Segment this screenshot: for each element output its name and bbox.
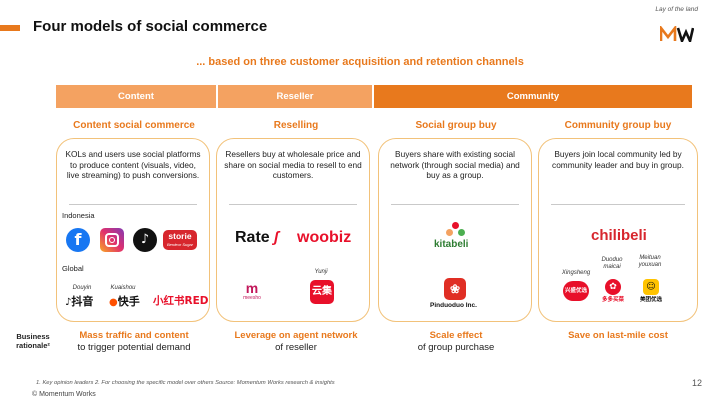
rationale-content: Mass traffic and content to trigger pote… <box>77 330 191 353</box>
kuaishou-logo: ●快手 <box>109 295 140 308</box>
rate-logo: Rate ʃ <box>235 229 279 246</box>
pinduoduo-icon: ❀ <box>444 278 466 300</box>
pinduoduo-logo: Pinduoduo Inc. <box>430 302 477 309</box>
region-label-indonesia: Indonesia <box>62 211 95 220</box>
model-card-social-group-buy: Buyers share with existing social networ… <box>378 138 532 322</box>
model-card-reselling: Resellers buy at wholesale price and sha… <box>216 138 370 322</box>
copyright: © Momentum Works <box>32 391 96 398</box>
card-divider <box>391 204 519 205</box>
business-rationale-label: Business rationale² <box>16 332 50 350</box>
xingsheng-caption: Xingsheng <box>561 270 591 276</box>
rationale-reselling: Leverage on agent network of reseller <box>234 330 358 353</box>
duoduo-maicai-caption: Duoduo maicai <box>601 257 623 270</box>
douyin-caption: Douyin <box>72 285 92 291</box>
model-description: Buyers join local community led by commu… <box>552 149 684 170</box>
kitabeli-icon <box>446 222 466 238</box>
model-title-content: Content social commerce <box>73 120 195 131</box>
douyin-logo: ♪抖音 <box>65 295 94 308</box>
model-description: Resellers buy at wholesale price and sha… <box>224 149 362 181</box>
facebook-icon: f <box>66 228 90 252</box>
kuaishou-caption: Kuaishou <box>110 285 136 291</box>
rate-wordmark: Rate <box>235 229 270 246</box>
storie-logo: storie Berdeur Sugar <box>163 230 197 250</box>
card-divider <box>551 204 685 205</box>
instagram-icon <box>100 228 124 252</box>
douyin-wordmark: 抖音 <box>71 295 94 308</box>
woobiz-logo: woobiz <box>297 229 352 246</box>
duoduo-maicai-wordmark: 多多买菜 <box>601 297 624 303</box>
page-number: 12 <box>691 378 702 388</box>
footnotes: 1. Key opinion leaders 2. For choosing t… <box>36 380 335 386</box>
model-description: Buyers share with existing social networ… <box>390 149 520 181</box>
model-title-social-group-buy: Social group buy <box>415 120 497 131</box>
xiaohongshu-logo: 小红书RED <box>153 295 209 307</box>
meituan-youxuan-caption: Meituan youxuan <box>638 255 662 268</box>
kuaishou-wordmark: 快手 <box>117 295 140 308</box>
channel-header-content: Content <box>56 85 216 108</box>
yunji-caption: Yunji <box>314 269 328 275</box>
xingsheng-logo: 兴盛优选 <box>563 281 589 301</box>
model-description: KOLs and users use social platforms to p… <box>65 149 201 181</box>
storie-tagline: Berdeur Sugar <box>166 242 193 247</box>
slide-subtitle: ... based on three customer acquisition … <box>196 56 524 68</box>
chilibeli-logo: chilibeli <box>591 227 647 244</box>
duoduo-maicai-logo: ✿ 多多买菜 <box>599 279 627 305</box>
card-divider <box>229 204 357 205</box>
channel-header-community: Community <box>374 85 692 108</box>
kitabeli-logo: kitabeli <box>434 239 469 250</box>
card-divider <box>69 204 197 205</box>
rationale-social-group-buy: Scale effect of group purchase <box>417 330 495 353</box>
storie-wordmark: storie <box>168 231 192 241</box>
section-note: Lay of the land <box>655 6 698 13</box>
meituan-youxuan-logo: ☺ 美团优选 <box>636 279 666 305</box>
page-title: Four models of social commerce <box>33 18 268 35</box>
rationale-community-group-buy: Save on last-mile cost <box>568 330 668 341</box>
model-title-community-group-buy: Community group buy <box>564 120 672 131</box>
tiktok-icon: ♪ <box>133 228 157 252</box>
model-title-reselling: Reselling <box>273 120 319 131</box>
meesho-wordmark: meesho <box>243 295 261 301</box>
model-card-content: KOLs and users use social platforms to p… <box>56 138 210 322</box>
meituan-youxuan-wordmark: 美团优选 <box>639 297 662 303</box>
momentum-works-logo <box>660 26 694 42</box>
title-accent-bar <box>0 25 20 31</box>
channel-header-reseller: Reseller <box>218 85 372 108</box>
yunji-logo: 云集 <box>310 280 334 304</box>
region-label-global: Global <box>62 264 84 273</box>
model-card-community-group-buy: Buyers join local community led by commu… <box>538 138 698 322</box>
meesho-logo: m meesho <box>243 280 261 301</box>
